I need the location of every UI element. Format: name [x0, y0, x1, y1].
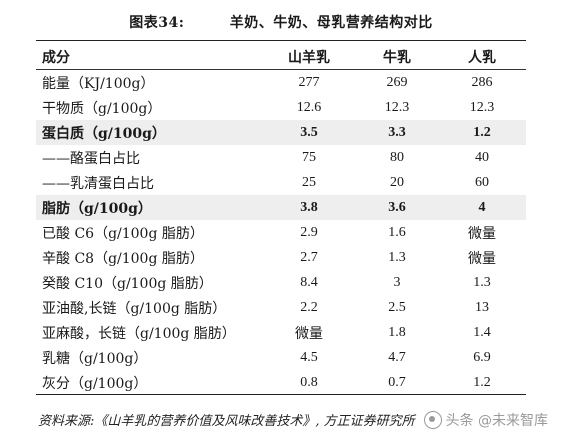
table-row: 已酸 C6（g/100g 脂肪） 2.9 1.6 微量: [36, 220, 526, 245]
row-goat-milk-value: 3.5: [262, 120, 356, 145]
toutiao-logo-icon: [423, 411, 442, 429]
table-row: 蛋白质（g/100g） 3.5 3.3 1.2: [36, 120, 526, 145]
table-header-row: 成分 山羊乳 牛乳 人乳: [36, 44, 526, 70]
table-row: ——乳清蛋白占比 25 20 60: [36, 170, 526, 195]
row-human-milk-value: 1.2: [473, 374, 491, 390]
header-cow-milk: 牛乳: [356, 44, 438, 70]
table-row: 乳糖（g/100g） 4.5 4.7 6.9: [36, 345, 526, 370]
header-component: 成分: [36, 44, 262, 70]
row-human-milk-value: 微量: [468, 251, 496, 267]
table-row: 灰分（g/100g） 0.8 0.7 1.2: [36, 370, 526, 395]
figure-caption: 图表34: 羊奶、牛奶、母乳营养结构对比: [0, 12, 562, 32]
watermark-text: 头条 @未来智库: [445, 413, 548, 429]
row-human-milk-value: 4: [438, 195, 526, 220]
table-body: 能量（KJ/100g） 277 269 286 干物质（g/100g） 12.6 12.3 1…: [36, 70, 526, 396]
row-human-milk-value: 13: [475, 299, 489, 315]
row-cow-milk-value: 3.6: [356, 195, 438, 220]
row-component-name: 干物质（g/100g）: [42, 100, 162, 117]
row-component-name: 辛酸 C8（g/100g 脂肪）: [42, 250, 204, 267]
row-component-name: 癸酸 C10（g/100g 脂肪）: [42, 275, 213, 292]
row-human-milk-value: 微量: [468, 226, 496, 242]
row-goat-milk-value: 3.8: [262, 195, 356, 220]
row-component-name: 能量（KJ/100g）: [42, 75, 155, 92]
row-goat-milk-value: 75: [302, 149, 316, 165]
row-component-name: 亚油酸,长链（g/100g 脂肪）: [42, 300, 227, 317]
table-row: ——酪蛋白占比 75 80 40: [36, 145, 526, 170]
figure-number: 图表34:: [129, 15, 185, 31]
figure-title: 羊奶、牛奶、母乳营养结构对比: [229, 15, 433, 31]
table-row: 辛酸 C8（g/100g 脂肪） 2.7 1.3 微量: [36, 245, 526, 270]
row-goat-milk-value: 2.9: [300, 224, 318, 240]
table-row: 干物质（g/100g） 12.6 12.3 12.3: [36, 95, 526, 120]
nutrition-comparison-table: 成分 山羊乳 牛乳 人乳 能量（KJ/100g） 277 269 286 干物质（g/1…: [36, 44, 526, 395]
row-goat-milk-value: 2.2: [300, 299, 318, 315]
row-component-name: 亚麻酸，长链（g/100g 脂肪）: [42, 325, 236, 342]
row-human-milk-value: 1.3: [473, 274, 491, 290]
table-top-rule: [36, 40, 526, 41]
row-component-name: 灰分（g/100g）: [42, 375, 148, 392]
row-human-milk-value: 286: [471, 74, 493, 90]
row-component-name: 乳糖（g/100g）: [42, 350, 148, 367]
row-cow-milk-value: 1.6: [388, 224, 406, 240]
table-row: 亚油酸,长链（g/100g 脂肪） 2.2 2.5 13: [36, 295, 526, 320]
row-component-name: 蛋白质（g/100g）: [36, 120, 262, 145]
row-human-milk-value: 60: [475, 174, 489, 190]
row-human-milk-value: 1.2: [438, 120, 526, 145]
table-row: 脂肪（g/100g） 3.8 3.6 4: [36, 195, 526, 220]
source-note: 资料来源:《山羊乳的营养价值及风味改善技术》, 方正证券研究所: [38, 414, 415, 429]
row-component-name: ——乳清蛋白占比: [42, 175, 154, 192]
row-cow-milk-value: 0.7: [388, 374, 406, 390]
watermark: 头条 @未来智库: [423, 410, 548, 430]
row-cow-milk-value: 1.8: [388, 324, 406, 340]
row-cow-milk-value: 20: [390, 174, 404, 190]
row-human-milk-value: 1.4: [473, 324, 491, 340]
table-row: 能量（KJ/100g） 277 269 286: [36, 70, 526, 96]
row-component-name: ——酪蛋白占比: [42, 150, 140, 167]
row-cow-milk-value: 12.3: [384, 99, 410, 115]
row-cow-milk-value: 80: [390, 149, 404, 165]
row-goat-milk-value: 0.8: [300, 374, 318, 390]
row-goat-milk-value: 4.5: [300, 349, 318, 365]
row-cow-milk-value: 2.5: [388, 299, 406, 315]
header-human-milk: 人乳: [438, 44, 526, 70]
row-goat-milk-value: 25: [302, 174, 316, 190]
row-human-milk-value: 12.3: [469, 99, 495, 115]
row-cow-milk-value: 4.7: [388, 349, 406, 365]
row-cow-milk-value: 3: [393, 274, 401, 290]
row-human-milk-value: 6.9: [473, 349, 491, 365]
row-goat-milk-value: 8.4: [300, 274, 318, 290]
row-goat-milk-value: 277: [298, 74, 320, 90]
row-human-milk-value: 40: [475, 149, 489, 165]
row-goat-milk-value: 12.6: [296, 99, 322, 115]
table-row: 亚麻酸，长链（g/100g 脂肪） 微量 1.8 1.4: [36, 320, 526, 345]
row-cow-milk-value: 3.3: [356, 120, 438, 145]
row-cow-milk-value: 1.3: [388, 249, 406, 265]
row-cow-milk-value: 269: [386, 74, 408, 90]
row-component-name: 脂肪（g/100g）: [36, 195, 262, 220]
header-goat-milk: 山羊乳: [262, 44, 356, 70]
table-bottom-rule: [36, 394, 526, 395]
table-row: 癸酸 C10（g/100g 脂肪） 8.4 3 1.3: [36, 270, 526, 295]
row-component-name: 已酸 C6（g/100g 脂肪）: [42, 225, 204, 242]
row-goat-milk-value: 2.7: [300, 249, 318, 265]
row-goat-milk-value: 微量: [295, 326, 323, 342]
